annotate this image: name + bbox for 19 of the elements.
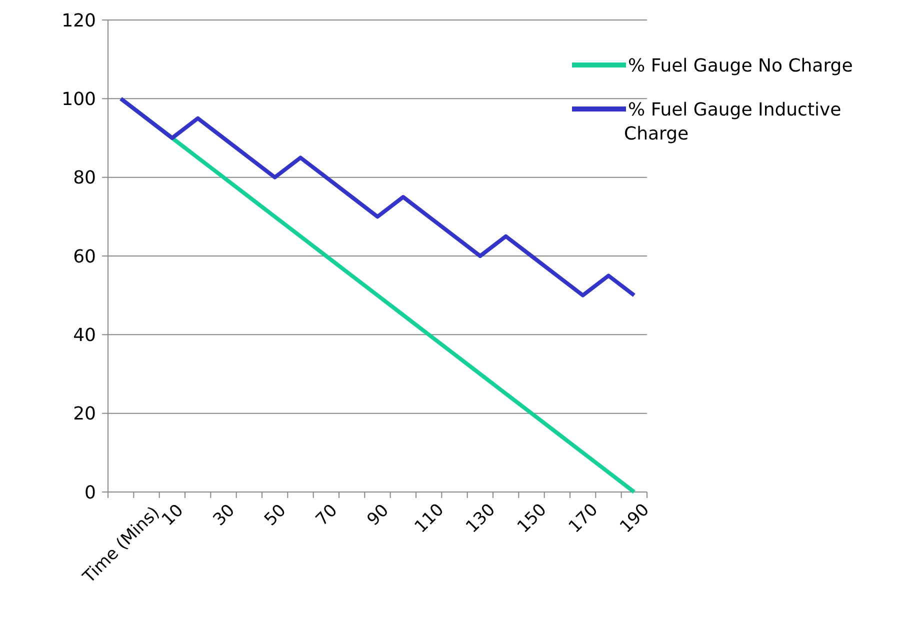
- y-tick-label: 40: [73, 324, 96, 346]
- legend-label: % Fuel Gauge No Charge: [628, 55, 853, 76]
- x-tick-label: 70: [312, 500, 342, 530]
- x-tick-label: 110: [410, 500, 448, 538]
- x-tick-label: 130: [462, 500, 500, 538]
- x-tick-label: 150: [514, 500, 551, 538]
- y-tick-label: 20: [73, 404, 96, 425]
- x-tick-label: 190: [616, 500, 654, 538]
- legend-label: % Fuel Gauge Inductive Charge: [624, 99, 842, 144]
- y-tick-label: 0: [84, 482, 96, 504]
- x-tick-label: 50: [260, 500, 290, 530]
- x-tick-label: 10: [158, 500, 188, 530]
- x-tick-label: 170: [564, 500, 602, 538]
- y-tick-label: 120: [62, 10, 96, 32]
- y-tick-label: 100: [62, 88, 96, 110]
- x-tick-label: 30: [209, 500, 239, 530]
- y-tick-label: 80: [73, 168, 96, 189]
- y-tick-label: 60: [73, 246, 96, 268]
- x-tick-label: 90: [363, 500, 393, 530]
